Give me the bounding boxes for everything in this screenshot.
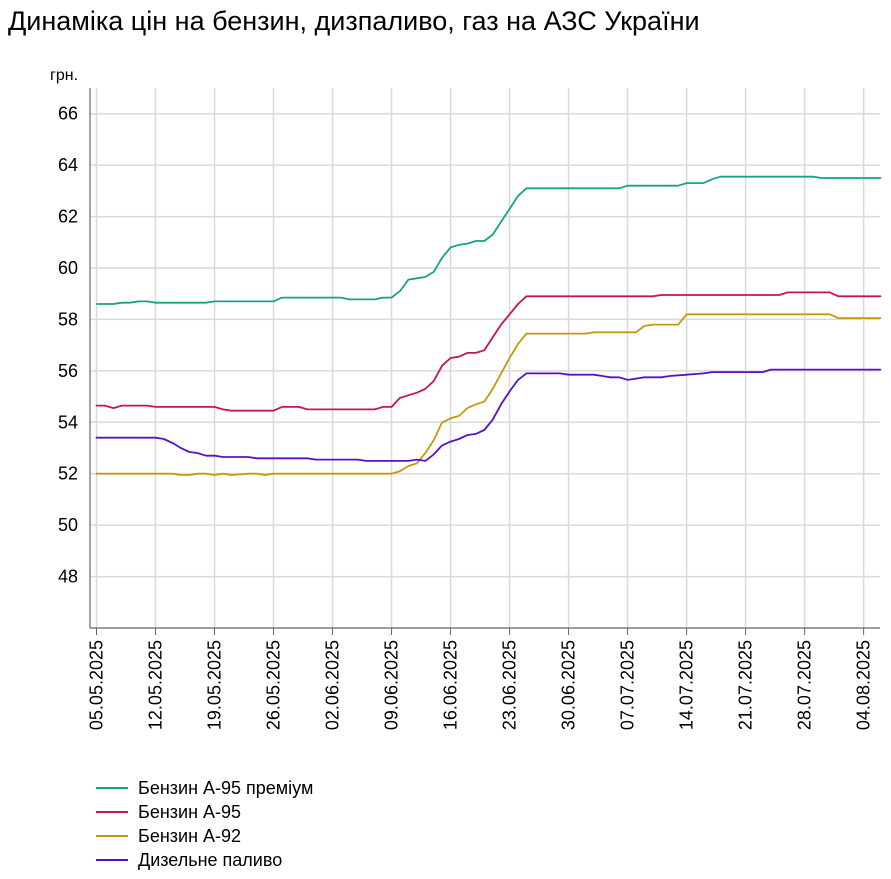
gridlines: [90, 88, 880, 628]
legend-item-a95: Бензин А-95: [96, 800, 313, 824]
y-tick-label: 62: [58, 207, 78, 227]
series-line-a95: [95, 291, 882, 412]
legend-item-premium95: Бензин А-95 преміум: [96, 776, 313, 800]
y-axis-unit-label: грн.: [50, 67, 78, 84]
y-tick-label: 52: [58, 464, 78, 484]
series-line-premium95: [95, 175, 882, 305]
legend-label: Бензин А-92: [138, 825, 242, 846]
x-tick-label: 12.05.2025: [146, 640, 166, 730]
legend-label: Бензин А-95: [138, 801, 242, 822]
series-line-diesel: [95, 368, 882, 462]
series-line-a92: [95, 313, 882, 476]
x-tick-label: 30.06.2025: [559, 640, 579, 730]
x-tick-label: 02.06.2025: [323, 640, 343, 730]
legend-swatch: [96, 859, 128, 861]
axes: 48 50 52 54 56 58 60 62 64 66 05.05.2025 12.05.2025…: [58, 88, 880, 730]
legend-swatch: [96, 835, 128, 837]
y-tick-label: 50: [58, 515, 78, 535]
chart-title: Динаміка цін на бензин, дизпаливо, газ н…: [8, 6, 700, 36]
legend-swatch: [96, 811, 128, 813]
legend: Бензин А-95 преміум Бензин А-95 Бензин А…: [96, 776, 313, 872]
y-tick-label: 64: [58, 155, 78, 175]
y-tick-label: 60: [58, 258, 78, 278]
legend-label: Дизельне паливо: [138, 849, 283, 870]
legend-label: Бензин А-95 преміум: [138, 777, 314, 798]
y-tick-label: 66: [58, 104, 78, 124]
x-tick-label: 09.06.2025: [382, 640, 402, 730]
x-tick-label: 05.05.2025: [87, 640, 107, 730]
x-tick-label: 21.07.2025: [736, 640, 756, 730]
x-tick-label: 16.06.2025: [441, 640, 461, 730]
y-tick-label: 48: [58, 567, 78, 587]
x-tick-label: 26.05.2025: [264, 640, 284, 730]
x-tick-label: 04.08.2025: [854, 640, 874, 730]
legend-item-diesel: Дизельне паливо: [96, 848, 313, 872]
x-tick-label: 28.07.2025: [795, 640, 815, 730]
y-tick-label: 56: [58, 361, 78, 381]
y-tick-label: 54: [58, 412, 78, 432]
line-chart: 48 50 52 54 56 58 60 62 64 66 05.05.2025 12.05.2025…: [50, 67, 882, 730]
x-tick-label: 07.07.2025: [618, 640, 638, 730]
x-tick-label: 23.06.2025: [500, 640, 520, 730]
x-tick-label: 14.07.2025: [677, 640, 697, 730]
y-tick-label: 58: [58, 309, 78, 329]
x-tick-label: 19.05.2025: [205, 640, 225, 730]
legend-swatch: [96, 787, 128, 789]
legend-item-a92: Бензин А-92: [96, 824, 313, 848]
series-lines: [95, 175, 882, 476]
